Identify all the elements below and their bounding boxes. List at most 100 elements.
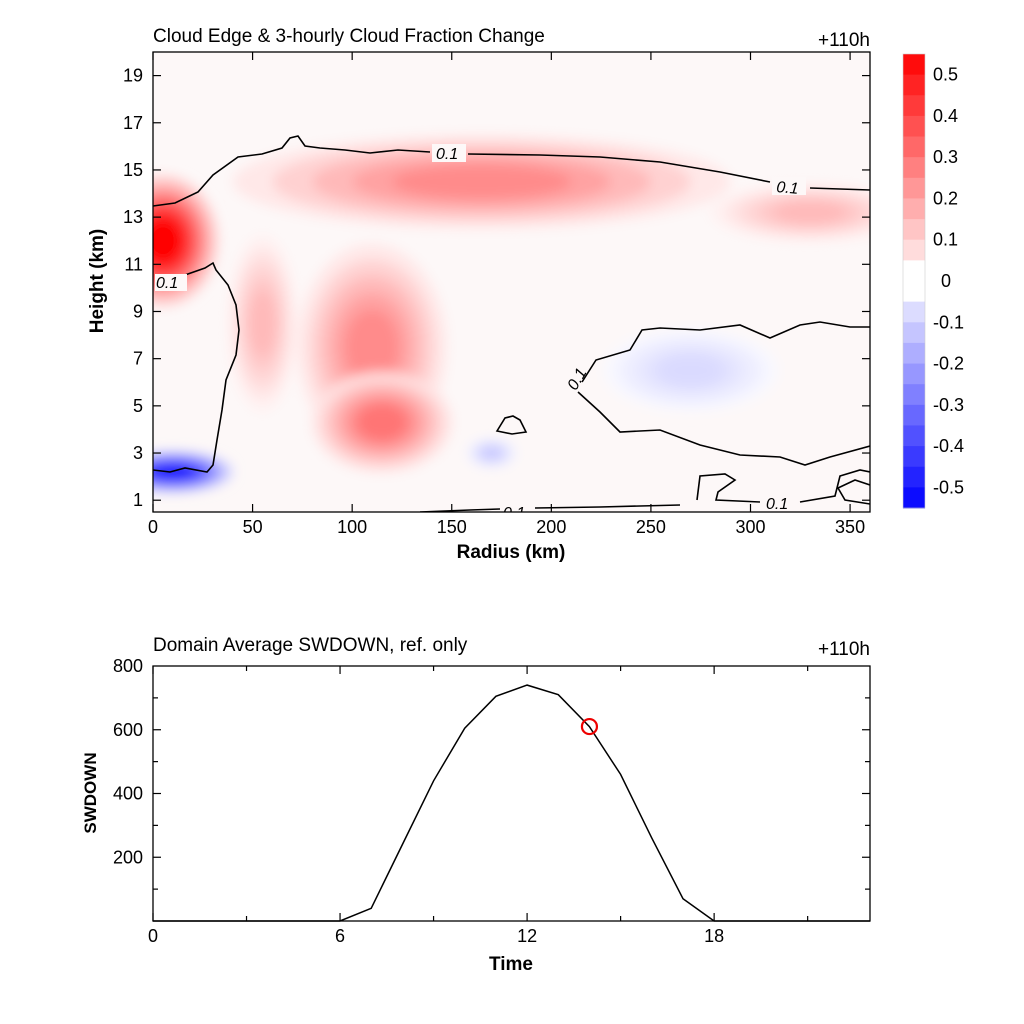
cloud-fraction-increase-region [392, 164, 572, 199]
colorbar-bin [903, 136, 925, 158]
colorbar-bin [903, 301, 925, 323]
colorbar-bin [903, 219, 925, 241]
colorbar-tick-label: -0.5 [933, 477, 964, 497]
y-tick-label: 7 [133, 349, 143, 369]
contour-label: 0.1 [503, 505, 525, 522]
cloud-edge-contour-bottom [419, 504, 681, 512]
contour-label: 0.1 [766, 496, 788, 513]
x-tick-label: 350 [835, 517, 865, 537]
top-y-axis-label: Height (km) [87, 229, 108, 334]
colorbar-tick-label: -0.4 [933, 436, 964, 456]
colorbar-bin [903, 404, 925, 426]
top-chart-title: Cloud Edge & 3-hourly Cloud Fraction Cha… [153, 26, 545, 47]
bottom-plot-frame [152, 665, 871, 922]
contour-label: 0.1 [776, 179, 800, 198]
swdown-series [153, 684, 870, 922]
y-tick-label: 17 [123, 113, 143, 133]
colorbar-tick-label: 0.3 [933, 147, 958, 167]
x-tick-label: 0 [148, 517, 158, 537]
x-tick-label: 0 [148, 926, 158, 946]
cloud-fraction-increase-region [249, 291, 276, 356]
top-plot-frame [152, 51, 871, 513]
colorbar-bin [903, 466, 925, 488]
contour-label: 0.1 [156, 275, 178, 292]
cloud-fraction-decrease-region [482, 447, 501, 459]
colorbar-tick-label: -0.2 [933, 354, 964, 374]
cloud-edge-contour-upper [153, 135, 870, 207]
x-tick-label: 100 [337, 517, 367, 537]
bottom-time-label: +110h [818, 639, 870, 660]
cloud-edge-contour-left [153, 261, 240, 473]
y-tick-label: 11 [124, 254, 143, 274]
colorbar-bin [903, 281, 925, 303]
y-tick-label: 5 [133, 396, 143, 416]
colorbar-bin [903, 446, 925, 468]
bottom-y-axis-label: SWDOWN [81, 752, 100, 833]
colorbar-bin [903, 198, 925, 220]
cloud-edge-contour-right [581, 321, 870, 383]
colorbar-bin [903, 95, 925, 117]
colorbar-tick-label: 0.1 [933, 230, 958, 250]
y-tick-label: 400 [113, 784, 143, 804]
cloud-edge-contour-lower-right [577, 391, 870, 466]
current-time-marker [580, 717, 599, 736]
colorbar-bin [903, 342, 925, 365]
colorbar-bin [903, 74, 925, 96]
y-tick-label: 13 [123, 207, 143, 227]
y-tick-label: 19 [123, 66, 143, 86]
bottom-axes: 0 6 12 18 200 400 600 800 [113, 656, 870, 946]
y-tick-label: 15 [123, 160, 143, 180]
colorbar-bin [903, 239, 925, 261]
colorbar-bin [903, 384, 925, 406]
colorbar-bin [903, 322, 925, 344]
x-tick-label: 150 [437, 517, 467, 537]
swdown-line [153, 684, 870, 922]
y-tick-label: 9 [133, 301, 143, 321]
x-tick-label: 250 [636, 517, 666, 537]
colorbar-tick-label: 0.2 [933, 188, 958, 208]
x-tick-label: 50 [243, 517, 263, 537]
colorbar: 0.5 0.4 0.3 0.2 0.1 0 -0.1 -0.2 -0.3 -0.4 -0.5 [902, 53, 964, 509]
swdown-panel: Domain Average SWDOWN, ref. only +110h 0… [81, 635, 871, 975]
cloud-edge-contour-bottom-right [696, 469, 870, 505]
x-tick-label: 6 [335, 926, 345, 946]
colorbar-tick-label: -0.1 [933, 312, 964, 332]
contour-labels: 0.1 0.1 0.1 0.1 0.1 0.1 [155, 144, 806, 522]
y-tick-label: 800 [113, 656, 143, 676]
top-time-label: +110h [818, 30, 870, 51]
colorbar-tick-label: 0.5 [933, 65, 958, 85]
colorbar-tick-label: 0.4 [933, 106, 958, 126]
x-tick-label: 200 [536, 517, 566, 537]
bottom-x-axis-label: Time [489, 954, 533, 975]
cloud-fraction-increase-region [774, 201, 847, 224]
colorbar-bin [903, 54, 925, 76]
colorbar-bin [903, 177, 925, 199]
cloud-fraction-increase-region [153, 217, 183, 265]
cloud-fraction-field: 0.1 0.1 0.1 0.1 0.1 0.1 [153, 52, 870, 522]
colorbar-bin [903, 363, 925, 385]
colorbar-tick-label: 0 [941, 271, 951, 291]
colorbar-bin [903, 487, 925, 509]
x-tick-label: 300 [735, 517, 765, 537]
colorbar-bin [903, 115, 925, 138]
x-tick-label: 18 [704, 926, 724, 946]
y-tick-label: 200 [113, 847, 143, 867]
colorbar-bin [903, 260, 925, 282]
colorbar-bin [903, 157, 925, 179]
cloud-fraction-increase-region [345, 309, 399, 385]
cloud-edge-contour-small-loop [495, 415, 528, 435]
y-tick-label: 1 [133, 490, 143, 510]
x-tick-label: 12 [517, 926, 537, 946]
colorbar-bin [903, 425, 925, 447]
y-tick-label: 600 [113, 720, 143, 740]
cloud-fraction-increase-region [356, 404, 408, 441]
bottom-chart-title: Domain Average SWDOWN, ref. only [153, 635, 468, 656]
colorbar-frame [902, 53, 926, 509]
cloud-fraction-decrease-region [659, 355, 723, 386]
contour-label: 0.1 [436, 146, 458, 163]
cloud-fraction-panel: Cloud Edge & 3-hourly Cloud Fraction Cha… [87, 26, 964, 563]
top-x-axis-label: Radius (km) [457, 542, 566, 563]
colorbar-tick-label: -0.3 [933, 395, 964, 415]
